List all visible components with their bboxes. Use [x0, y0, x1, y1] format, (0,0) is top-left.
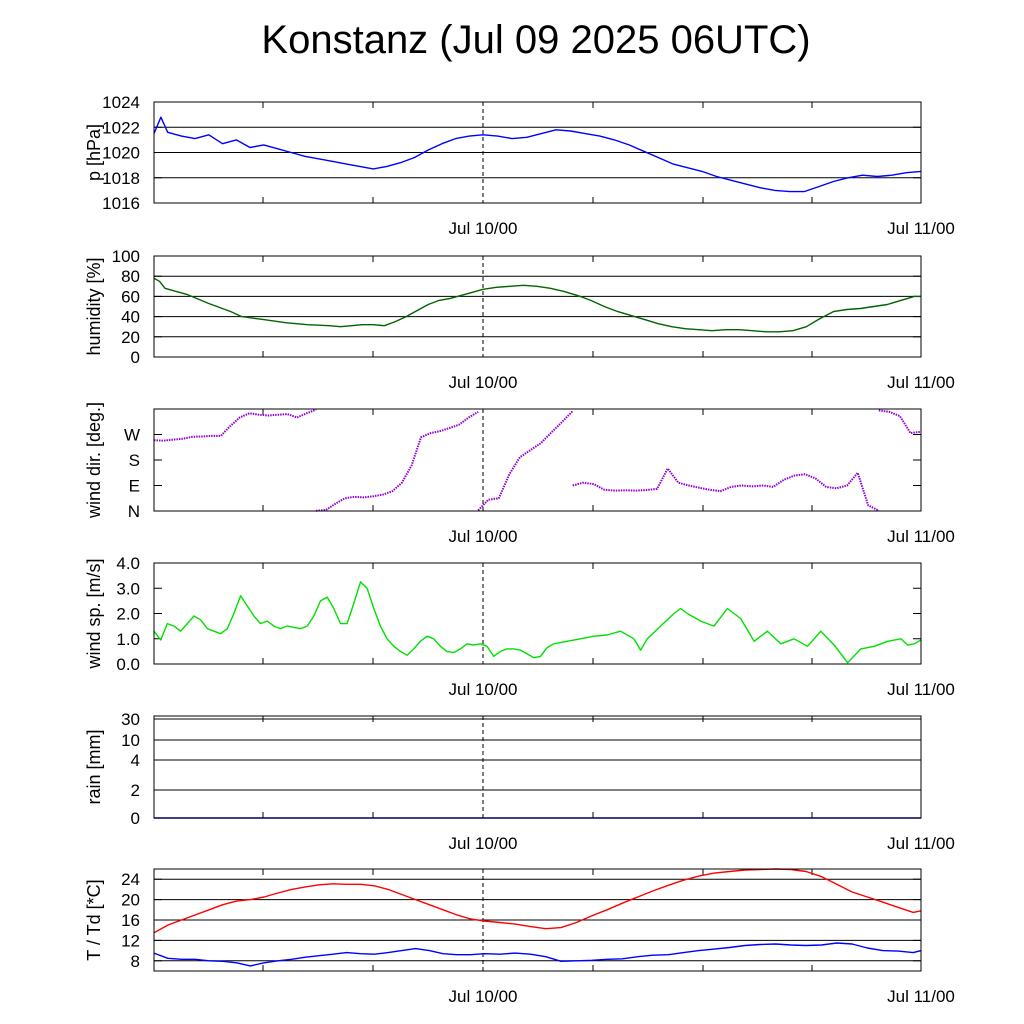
x-tick-label: Jul 11/00: [887, 219, 955, 238]
panel-frame: [153, 255, 922, 358]
y-tick-label: E: [129, 477, 140, 496]
data-series-line: [154, 942, 921, 967]
y-tick-label: 12: [121, 931, 140, 950]
panel-frame: [153, 562, 922, 665]
x-tick-label: Jul 10/00: [449, 527, 518, 546]
data-series-line: [477, 410, 574, 512]
y-tick-label: 1018: [102, 169, 140, 188]
y-tick-label: 4: [131, 751, 140, 770]
data-series-line: [572, 467, 880, 512]
y-tick-label: 0: [131, 348, 140, 367]
y-tick-label: 0.0: [116, 655, 140, 674]
y-tick-label: 30: [121, 710, 140, 729]
y-tick-label: N: [128, 502, 140, 521]
y-tick-label: 60: [121, 287, 140, 306]
y-tick-label: 1024: [102, 93, 140, 112]
chart-title: Konstanz (Jul 09 2025 06UTC): [261, 18, 811, 62]
y-tick-label: S: [129, 451, 140, 470]
data-series-line: [154, 868, 921, 934]
data-series-line: [154, 277, 921, 333]
y-axis-label: rain [mm]: [84, 729, 104, 804]
y-axis-label: wind dir. [deg.]: [84, 402, 104, 519]
y-tick-label: 20: [121, 328, 140, 347]
y-tick-label: 40: [121, 308, 140, 327]
y-tick-label: 2.0: [116, 605, 140, 624]
y-tick-label: 3.0: [116, 579, 140, 598]
y-axis-label: T / Td [*C]: [84, 879, 104, 960]
data-series-line: [154, 408, 317, 442]
panel-frame: [153, 101, 922, 204]
data-series-line: [878, 409, 921, 435]
data-series-line: [154, 116, 921, 193]
y-tick-label: 1020: [102, 144, 140, 163]
y-tick-label: 20: [121, 891, 140, 910]
y-tick-label: 1.0: [116, 630, 140, 649]
data-series-line: [316, 410, 479, 512]
y-tick-label: 16: [121, 911, 140, 930]
data-series-line: [154, 581, 921, 664]
panel-frame: [153, 868, 922, 972]
y-axis-label: wind sp. [m/s]: [84, 558, 104, 669]
y-tick-label: 4.0: [116, 554, 140, 573]
x-tick-label: Jul 10/00: [449, 834, 518, 853]
y-tick-label: 24: [121, 870, 140, 889]
x-tick-label: Jul 10/00: [449, 987, 518, 1006]
y-tick-label: 100: [112, 247, 140, 266]
y-tick-label: W: [124, 426, 140, 445]
panel-frame: [153, 715, 922, 819]
x-tick-label: Jul 11/00: [887, 987, 955, 1006]
y-tick-label: 8: [131, 952, 140, 971]
y-tick-label: 2: [131, 781, 140, 800]
y-axis-label: humidity [%]: [84, 257, 104, 355]
y-tick-label: 80: [121, 267, 140, 286]
x-tick-label: Jul 10/00: [449, 219, 518, 238]
y-tick-label: 0: [131, 809, 140, 828]
x-tick-label: Jul 11/00: [887, 373, 955, 392]
y-axis-label: p [hPa]: [84, 124, 104, 181]
x-tick-label: Jul 11/00: [887, 834, 955, 853]
y-tick-label: 1016: [102, 194, 140, 213]
y-tick-label: 1022: [102, 118, 140, 137]
x-tick-label: Jul 10/00: [449, 373, 518, 392]
x-tick-label: Jul 10/00: [449, 680, 518, 699]
x-tick-label: Jul 11/00: [887, 680, 955, 699]
panel-frame: [153, 408, 922, 512]
y-tick-label: 10: [121, 731, 140, 750]
x-tick-label: Jul 11/00: [887, 527, 955, 546]
